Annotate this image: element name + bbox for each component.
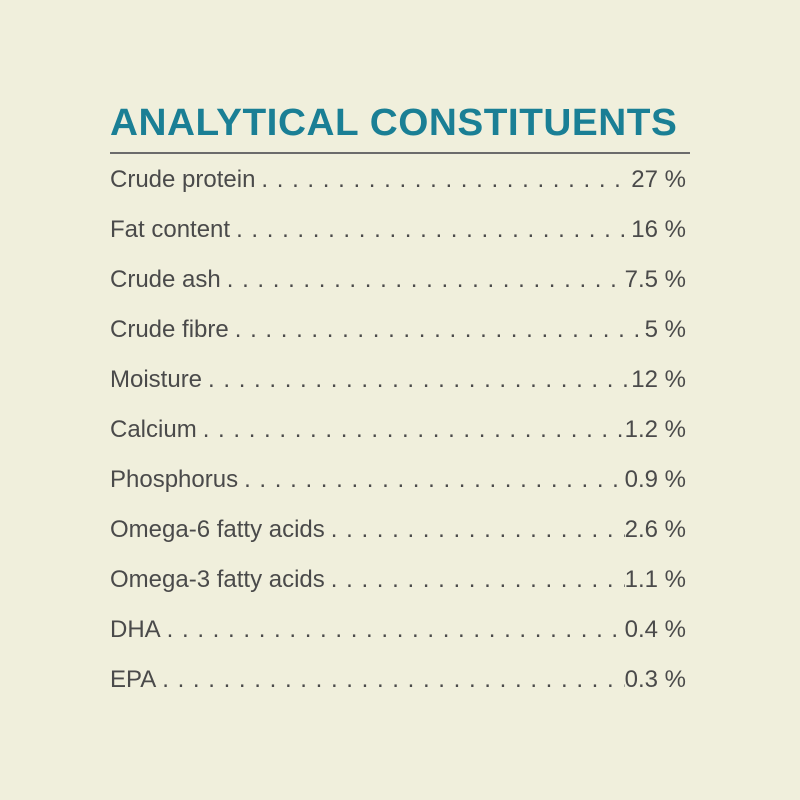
- constituent-value: 16 %: [631, 216, 686, 243]
- dot-leader: [208, 360, 631, 400]
- constituent-label: Crude protein: [110, 166, 256, 193]
- dot-leader: [162, 660, 624, 700]
- dot-leader: [261, 160, 631, 200]
- constituent-value: 2.6 %: [624, 516, 686, 543]
- constituent-label: Omega-3 fatty acids: [110, 566, 325, 593]
- constituent-label: DHA: [110, 616, 161, 643]
- constituent-label: Crude ash: [110, 266, 221, 293]
- constituent-label: Calcium: [110, 416, 197, 443]
- constituent-value: 0.4 %: [624, 616, 686, 643]
- dot-leader: [167, 610, 625, 650]
- dot-leader: [331, 510, 625, 550]
- constituent-value: 5 %: [644, 316, 686, 343]
- dot-leader: [244, 460, 625, 500]
- constituent-value: 27 %: [631, 166, 686, 193]
- section-title: ANALYTICAL CONSTITUENTS: [110, 102, 678, 144]
- list-item: Omega-3 fatty acids 1.1 %: [110, 560, 686, 610]
- list-item: Moisture 12 %: [110, 360, 686, 410]
- list-item: DHA 0.4 %: [110, 610, 686, 660]
- dot-leader: [227, 260, 625, 300]
- constituent-label: Moisture: [110, 366, 203, 393]
- constituent-value: 0.3 %: [624, 666, 686, 693]
- constituent-value: 1.1 %: [624, 566, 686, 593]
- list-item: Phosphorus 0.9 %: [110, 460, 686, 510]
- constituent-label: Fat content: [110, 216, 231, 243]
- constituent-label: Phosphorus: [110, 466, 239, 493]
- list-item: Crude protein 27 %: [110, 160, 686, 210]
- dot-leader: [236, 210, 631, 250]
- list-item: Omega-6 fatty acids 2.6 %: [110, 510, 686, 560]
- constituent-value: 12 %: [631, 366, 686, 393]
- dot-leader: [331, 560, 625, 600]
- list-item: Crude ash 7.5 %: [110, 260, 686, 310]
- list-item: Calcium 1.2 %: [110, 410, 686, 460]
- constituent-label: EPA: [110, 666, 157, 693]
- constituent-value: 1.2 %: [624, 416, 686, 443]
- dot-leader: [203, 410, 625, 450]
- title-divider: [110, 152, 690, 154]
- dot-leader: [235, 310, 645, 350]
- list-item: Crude fibre 5 %: [110, 310, 686, 360]
- constituent-label: Crude fibre: [110, 316, 229, 343]
- constituent-label: Omega-6 fatty acids: [110, 516, 325, 543]
- list-item: Fat content 16 %: [110, 210, 686, 260]
- constituent-value: 0.9 %: [624, 466, 686, 493]
- list-item: EPA 0.3 %: [110, 660, 686, 710]
- constituent-value: 7.5 %: [624, 266, 686, 293]
- constituents-list: Crude protein 27 % Fat content 16 % Crude as…: [110, 160, 686, 710]
